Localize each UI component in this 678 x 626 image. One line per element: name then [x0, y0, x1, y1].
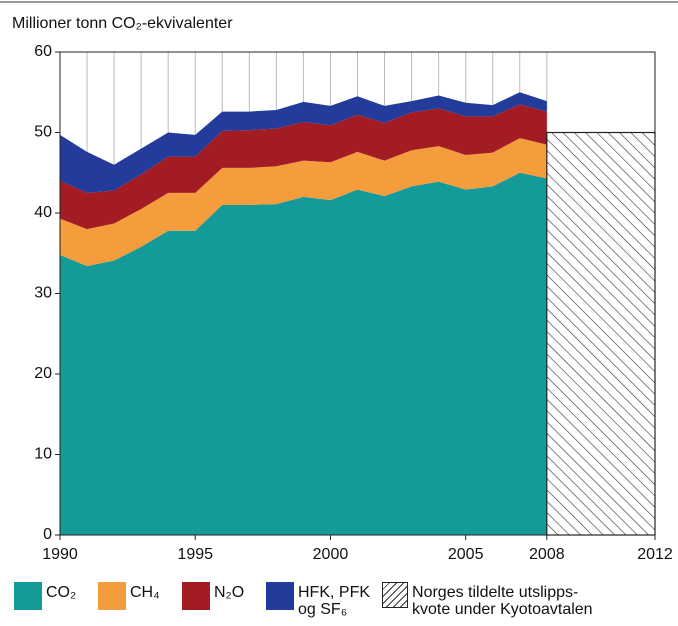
quota-bar [546, 131, 656, 536]
x-tick-label: 1990 [42, 546, 78, 563]
legend-item: HFK, PFK og SF₆ [266, 582, 370, 618]
chart-title: Millioner tonn CO₂-ekvivalenter [12, 15, 233, 32]
y-tick-label: 30 [34, 285, 52, 302]
x-tick-label: 2012 [637, 546, 673, 563]
legend-label: Norges tildelte utslipps- kvote under Ky… [412, 584, 593, 618]
legend-swatch [98, 582, 126, 610]
chart: Millioner tonn CO₂-ekvivalenter 0 10 20 30 4… [0, 1, 678, 563]
y-tick-label: 50 [34, 124, 52, 141]
y-tick-label: 20 [34, 365, 52, 382]
y-tick-label: 0 [43, 526, 52, 543]
x-tick-label: 2008 [529, 546, 565, 563]
area [60, 138, 547, 267]
legend-swatch [266, 582, 294, 610]
y-tick-label: 60 [34, 43, 52, 60]
legend-label: CH₄ [130, 584, 160, 601]
legend: CO₂ CH₄ N₂O HFK, PFK og SF₆ Norges tildelte … [14, 582, 605, 618]
legend-label: HFK, PFK og SF₆ [298, 584, 371, 618]
legend-swatch [182, 582, 210, 610]
x-tick-label: 2005 [448, 546, 484, 563]
legend-item: Norges tildelte utslipps- kvote under Ky… [382, 582, 593, 618]
x-tick-label: 1995 [177, 546, 213, 563]
area [60, 172, 547, 535]
y-tick-label: 40 [34, 204, 52, 221]
legend-swatch [382, 582, 409, 608]
legend-swatch [14, 582, 42, 610]
legend-label: N₂O [214, 584, 245, 601]
legend-item: N₂O [182, 582, 254, 618]
legend-item: CO₂ [14, 582, 86, 618]
legend-label: CO₂ [46, 584, 77, 601]
y-tick-label: 10 [34, 446, 52, 463]
area [60, 92, 547, 193]
x-tick-label: 2000 [313, 546, 349, 563]
area [60, 104, 547, 230]
legend-item: CH₄ [98, 582, 170, 618]
